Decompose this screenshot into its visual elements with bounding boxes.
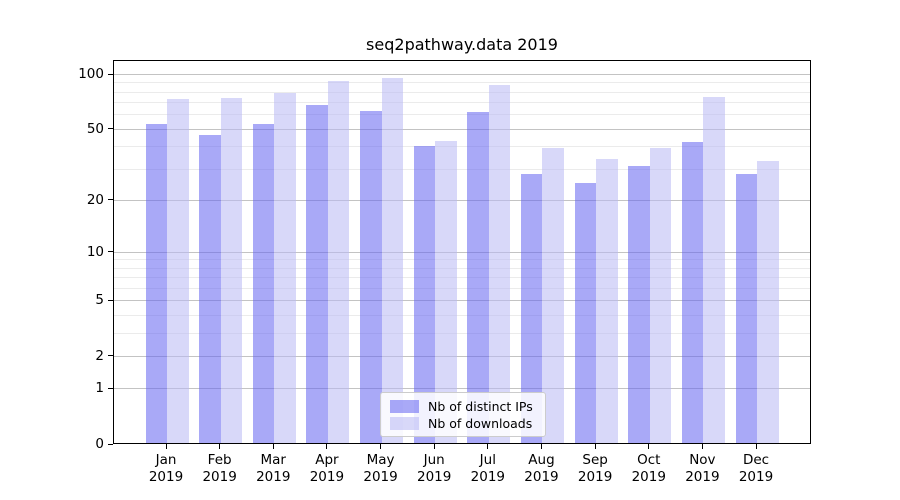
bar-distinct-ips: [413, 146, 436, 443]
x-tick-label: Nov 2019: [685, 452, 720, 485]
major-gridline: [114, 388, 810, 390]
bar-downloads: [542, 148, 564, 443]
minor-gridline: [114, 277, 810, 279]
minor-gridline: [114, 168, 810, 170]
bar-downloads: [757, 161, 779, 443]
major-gridline: [114, 300, 810, 302]
x-axis-tick: [272, 444, 274, 449]
minor-gridline: [114, 146, 810, 148]
x-axis-tick: [540, 444, 542, 449]
x-axis-tick: [380, 444, 382, 449]
x-axis-tick: [433, 444, 435, 449]
minor-gridline: [114, 332, 810, 334]
x-axis-tick: [701, 444, 703, 449]
bar-downloads: [649, 148, 672, 443]
legend-item-distinct-ips: Nb of distinct IPs: [390, 398, 536, 414]
bar-distinct-ips: [520, 174, 543, 443]
x-tick-label: Oct 2019: [631, 452, 666, 485]
x-tick-label: Jan 2019: [148, 452, 184, 485]
bar-distinct-ips: [681, 142, 704, 443]
x-axis-tick: [648, 444, 650, 449]
bar-downloads: [435, 140, 457, 443]
y-tick-label: 50: [86, 120, 104, 137]
chart-title: seq2pathway.data 2019: [366, 35, 558, 54]
x-tick-label: Jun 2019: [417, 452, 452, 485]
x-tick-label: Apr 2019: [309, 452, 345, 485]
y-axis-tick: [108, 443, 113, 445]
x-axis-tick: [326, 444, 328, 449]
minor-gridline: [114, 259, 810, 261]
x-axis-tick: [165, 444, 167, 449]
y-axis-tick: [108, 199, 113, 201]
x-tick-label: Sep 2019: [577, 452, 613, 485]
y-tick-label: 100: [78, 66, 104, 82]
y-tick-label: 2: [95, 347, 104, 364]
minor-gridline: [114, 91, 810, 93]
y-tick-label: 10: [86, 243, 104, 260]
major-gridline: [114, 128, 810, 130]
x-axis-tick: [594, 444, 596, 449]
y-axis-tick: [108, 73, 113, 75]
minor-gridline: [114, 114, 810, 116]
y-axis-tick: [108, 251, 113, 253]
bar-distinct-ips: [145, 124, 167, 443]
bar-distinct-ips: [628, 166, 650, 443]
bar-downloads: [703, 96, 725, 443]
bar-distinct-ips: [735, 174, 758, 443]
minor-gridline: [114, 267, 810, 269]
major-gridline: [114, 251, 810, 253]
x-axis-tick: [755, 444, 757, 449]
minor-gridline: [114, 82, 810, 84]
x-tick-label: Mar 2019: [256, 452, 291, 485]
y-axis-tick: [108, 128, 113, 130]
x-tick-label: Jul 2019: [470, 452, 505, 485]
y-axis-tick: [108, 387, 113, 389]
minor-gridline: [114, 287, 810, 289]
y-tick-label: 0: [95, 436, 104, 452]
minor-gridline: [114, 102, 810, 104]
bar-distinct-ips: [199, 135, 221, 443]
major-gridline: [114, 355, 810, 357]
legend-swatch-downloads: [390, 416, 419, 430]
legend: Nb of distinct IPs Nb of downloads: [380, 392, 546, 437]
bar-downloads: [274, 92, 296, 443]
major-gridline: [114, 199, 810, 201]
y-axis-tick: [108, 355, 113, 357]
bar-distinct-ips: [574, 182, 597, 443]
bar-downloads: [596, 158, 618, 443]
minor-gridline: [114, 314, 810, 316]
legend-label-distinct-ips: Nb of distinct IPs: [428, 398, 533, 414]
y-tick-label: 1: [95, 380, 104, 397]
x-tick-label: May 2019: [363, 452, 398, 485]
bar-downloads: [327, 80, 350, 443]
bar-distinct-ips: [467, 111, 489, 443]
legend-label-downloads: Nb of downloads: [428, 415, 533, 431]
x-axis-tick: [487, 444, 489, 449]
y-axis-tick: [108, 299, 113, 301]
major-gridline: [114, 74, 810, 75]
x-tick-label: Feb 2019: [202, 452, 237, 485]
bar-downloads: [167, 98, 189, 443]
bar-downloads: [488, 85, 511, 443]
bar-downloads: [381, 78, 404, 443]
bar-downloads: [220, 97, 243, 443]
y-tick-label: 20: [86, 191, 104, 208]
legend-item-downloads: Nb of downloads: [390, 415, 536, 431]
bar-distinct-ips: [306, 104, 328, 443]
plot-area: [113, 60, 811, 444]
bar-distinct-ips: [252, 124, 275, 443]
y-tick-label: 5: [95, 292, 104, 309]
x-tick-label: Dec 2019: [738, 452, 774, 485]
x-tick-label: Aug 2019: [524, 452, 559, 485]
bar-distinct-ips: [360, 110, 382, 443]
legend-swatch-distinct-ips: [390, 399, 419, 413]
x-axis-tick: [219, 444, 221, 449]
